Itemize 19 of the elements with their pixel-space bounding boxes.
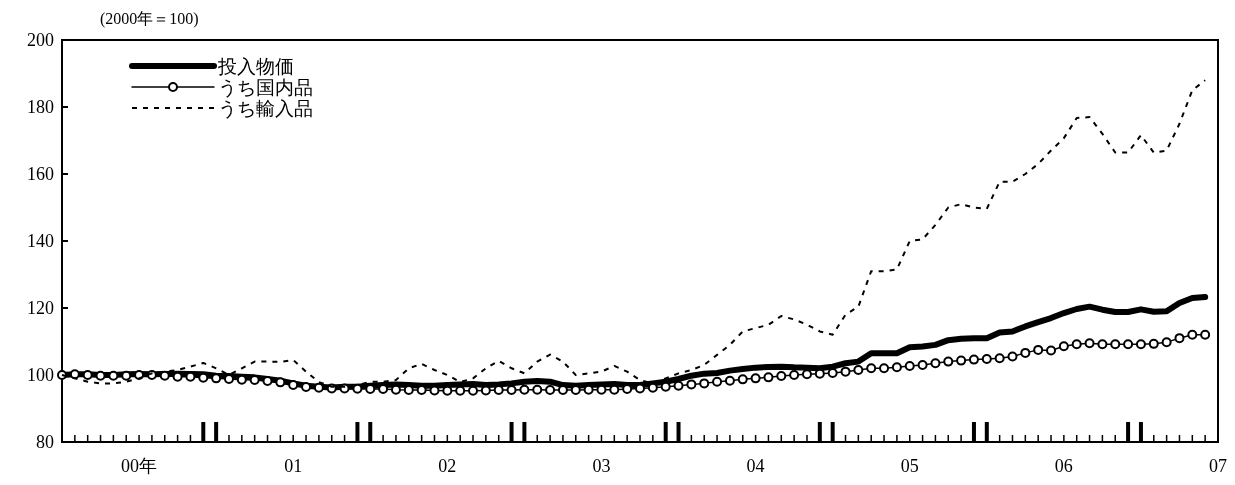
y-tick-label: 200 — [27, 30, 54, 50]
x-tick-label: 03 — [592, 456, 611, 476]
y-tick-label: 160 — [27, 164, 54, 184]
legend-label: うち国内品 — [218, 77, 313, 98]
y-tick-label: 100 — [27, 365, 54, 385]
x-tick-label: 07 — [1209, 456, 1227, 476]
legend-label: 投入物価 — [217, 56, 294, 77]
x-tick-label: 05 — [900, 456, 919, 476]
x-tick-label: 01 — [284, 456, 303, 476]
x-tick-label: 04 — [746, 456, 765, 476]
x-tick-label: 02 — [438, 456, 457, 476]
y-tick-label: 140 — [27, 231, 54, 251]
y-axis-title: (2000年＝100) — [100, 10, 199, 28]
x-tick-label: 00年 — [121, 456, 158, 476]
x-tick-label: 06 — [1054, 456, 1073, 476]
legend-label: うち輸入品 — [218, 98, 313, 119]
y-tick-label: 120 — [27, 298, 54, 318]
y-tick-label: 80 — [36, 432, 54, 452]
y-tick-label: 180 — [27, 97, 54, 117]
